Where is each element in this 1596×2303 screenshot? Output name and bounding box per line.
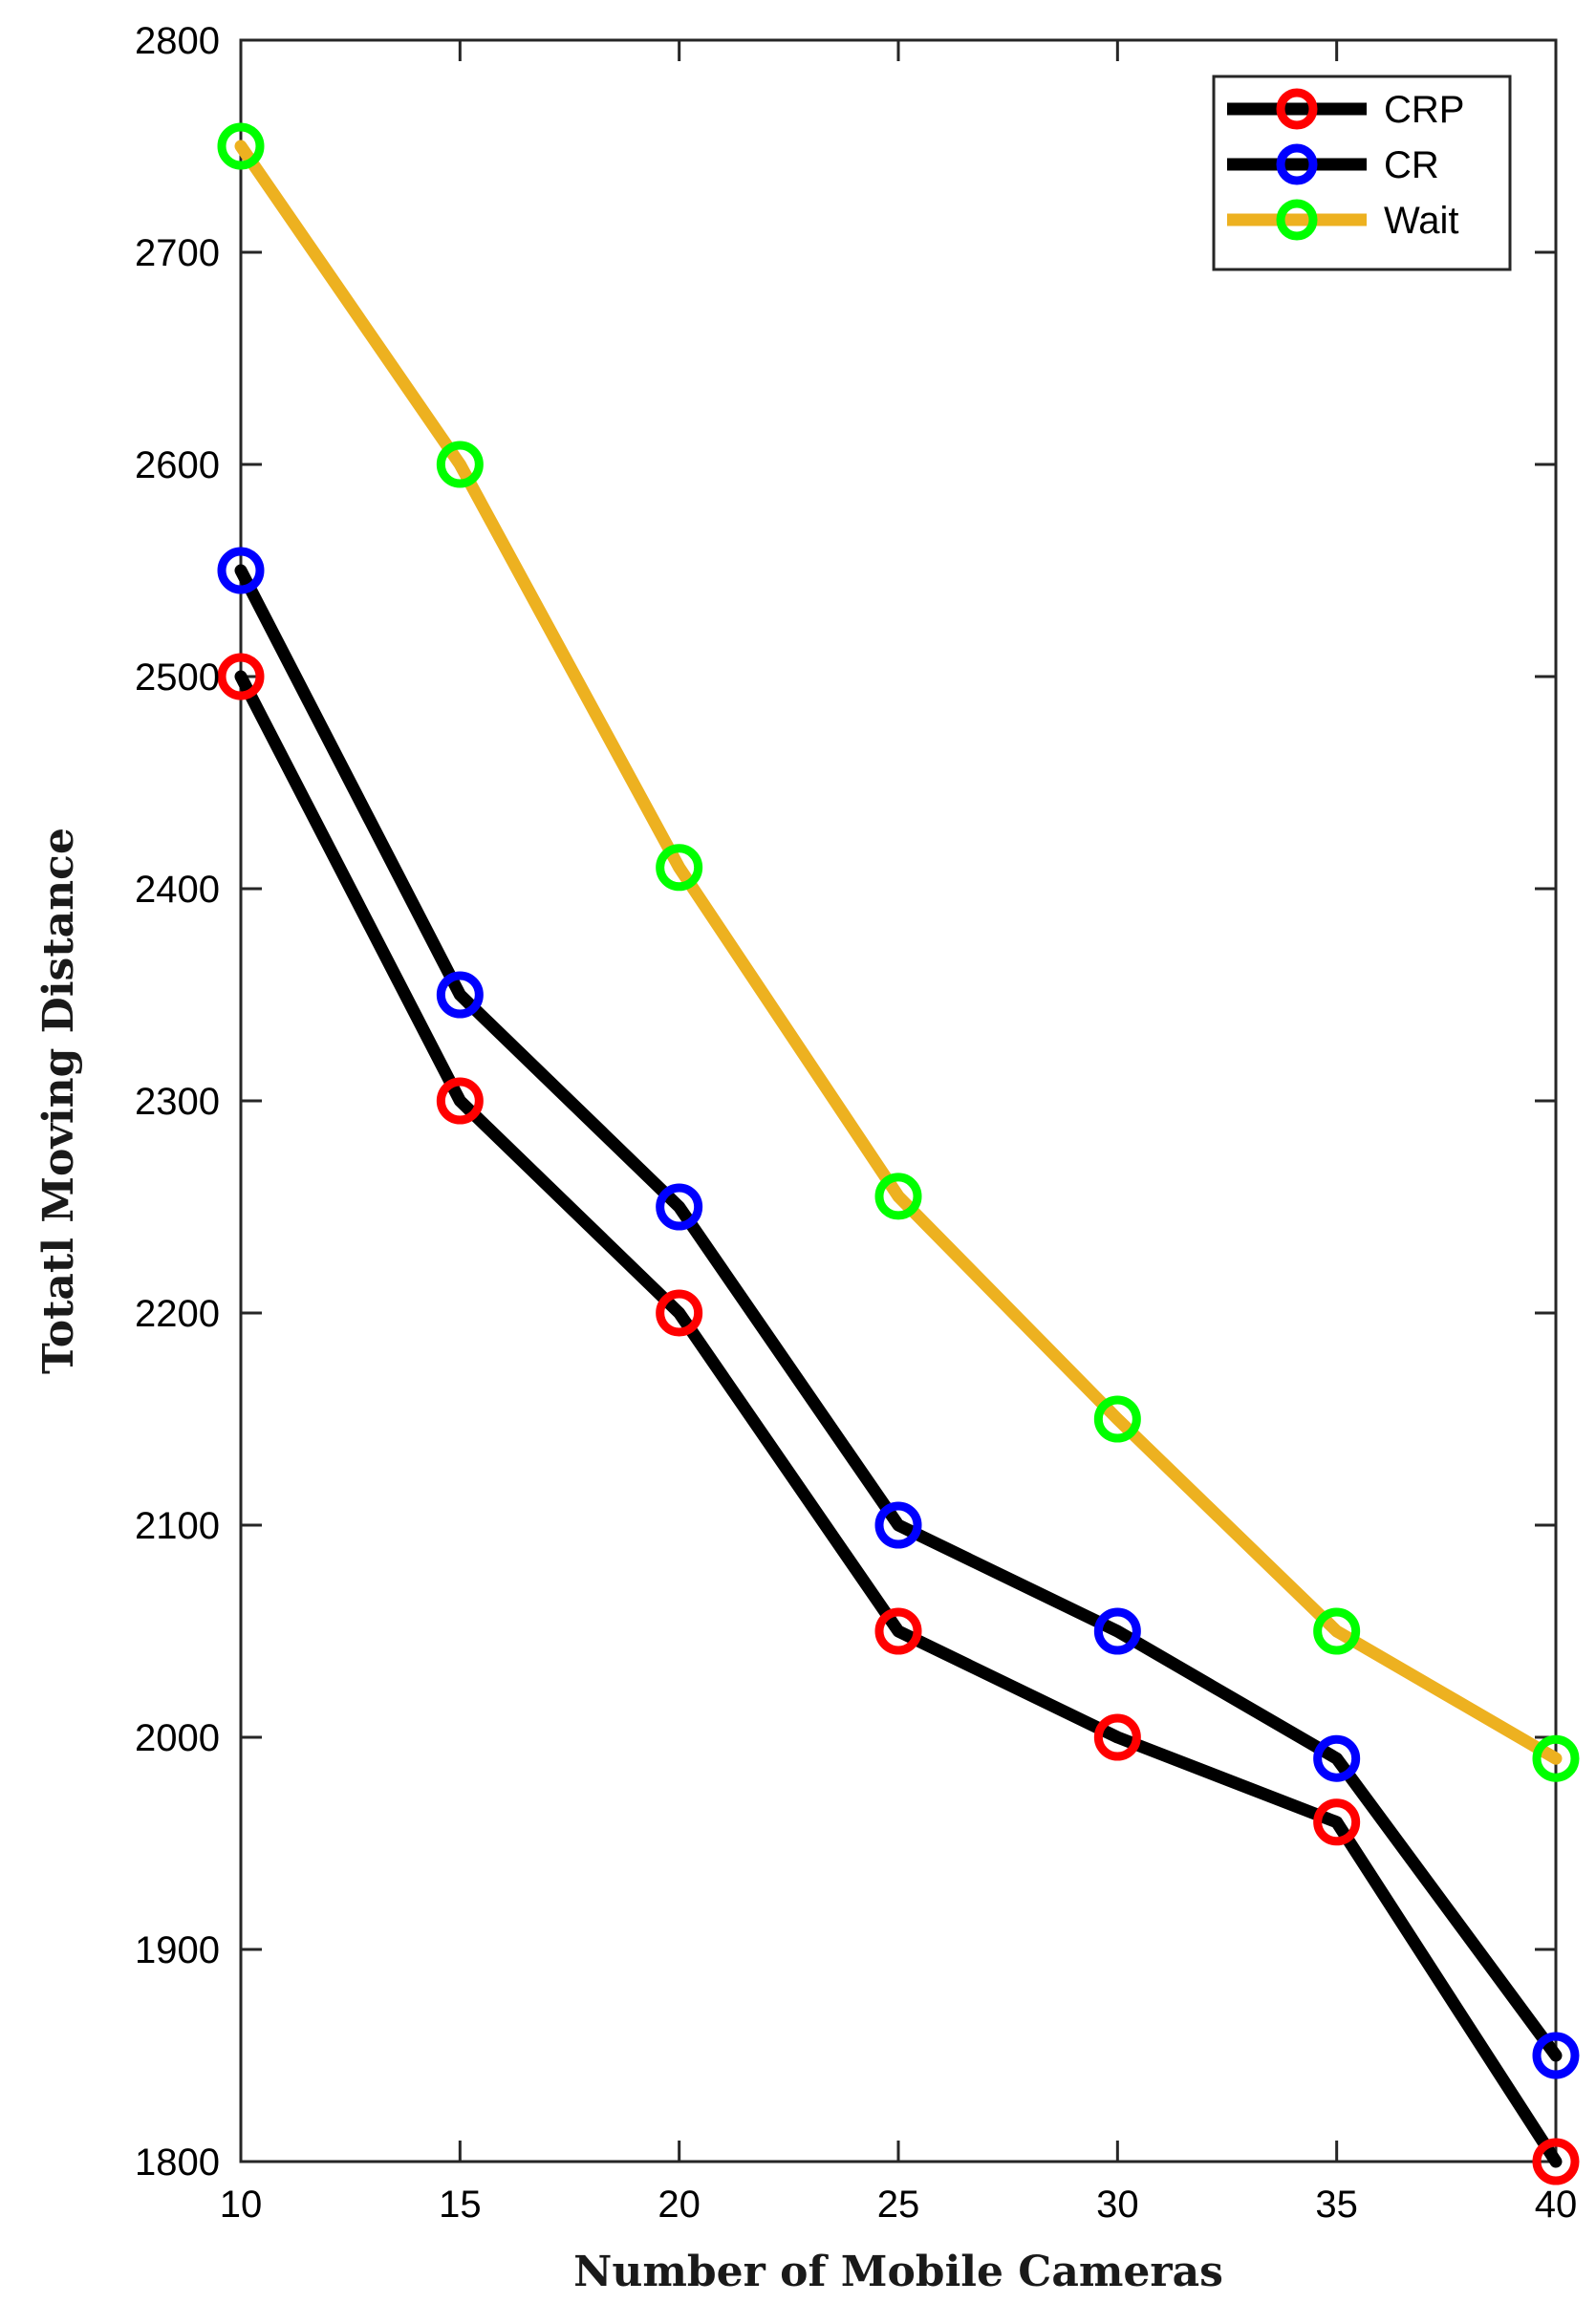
x-axis-title: Number of Mobile Cameras xyxy=(573,2248,1223,2296)
point-wait xyxy=(436,441,484,488)
x-tick-label: 10 xyxy=(220,2184,263,2226)
x-tick-label: 15 xyxy=(439,2184,482,2226)
series-line-cr xyxy=(234,564,1563,2062)
point-wait xyxy=(1313,1607,1361,1655)
legend-label-crp: CRP xyxy=(1384,89,1464,131)
point-wait xyxy=(656,844,703,892)
y-tick-label: 2200 xyxy=(135,1293,220,1335)
point-cr xyxy=(217,547,265,594)
x-tick-label: 20 xyxy=(658,2184,701,2226)
y-tick-label: 1800 xyxy=(135,2142,220,2184)
y-tick-label: 1900 xyxy=(135,1929,220,1971)
y-tick-label: 2500 xyxy=(135,656,220,699)
tick-labels: 1800 1900 2000 2100 2200 2300 2400 2500 2600 2700… xyxy=(135,20,1577,2226)
legend-marker-cr xyxy=(1276,143,1318,185)
point-cr xyxy=(656,1183,703,1231)
point-cr xyxy=(1313,1734,1361,1782)
series-line-wait xyxy=(234,140,1563,1765)
legend-marker-crp xyxy=(1276,88,1318,130)
y-tick-label: 2100 xyxy=(135,1505,220,1547)
y-tick-label: 2800 xyxy=(135,20,220,62)
legend-label-wait: Wait xyxy=(1384,200,1459,242)
series-line-crp xyxy=(234,670,1563,2168)
point-cr xyxy=(1093,1607,1141,1655)
point-wait xyxy=(874,1173,922,1220)
point-crp xyxy=(874,1607,922,1655)
legend-marker-wait xyxy=(1276,199,1318,241)
x-tick-label: 40 xyxy=(1535,2184,1578,2226)
point-crp xyxy=(217,653,265,700)
x-tick-label: 35 xyxy=(1315,2184,1358,2226)
y-tick-label: 2700 xyxy=(135,232,220,274)
legend: CRP CR Wait xyxy=(1212,75,1512,271)
axis-ticks xyxy=(239,38,1558,2163)
point-cr xyxy=(436,971,484,1019)
point-crp xyxy=(656,1289,703,1337)
legend-label-cr: CR xyxy=(1384,144,1439,186)
plot-area xyxy=(217,38,1580,2185)
y-axis-title: Totatl Moving Distance xyxy=(34,828,83,1374)
y-tick-label: 2600 xyxy=(135,444,220,486)
point-wait xyxy=(1093,1395,1141,1443)
point-wait xyxy=(1532,1734,1580,1782)
x-tick-label: 25 xyxy=(877,2184,920,2226)
point-cr xyxy=(874,1501,922,1549)
y-tick-label: 2400 xyxy=(135,869,220,911)
y-tick-label: 2300 xyxy=(135,1081,220,1123)
series-layer xyxy=(217,122,1580,2185)
point-crp xyxy=(1093,1713,1141,1761)
point-cr xyxy=(1532,2032,1580,2079)
x-tick-label: 30 xyxy=(1096,2184,1139,2226)
point-wait xyxy=(217,122,265,170)
point-crp xyxy=(1532,2138,1580,2185)
point-crp xyxy=(1313,1798,1361,1846)
point-crp xyxy=(436,1077,484,1125)
y-tick-label: 2000 xyxy=(135,1717,220,1759)
